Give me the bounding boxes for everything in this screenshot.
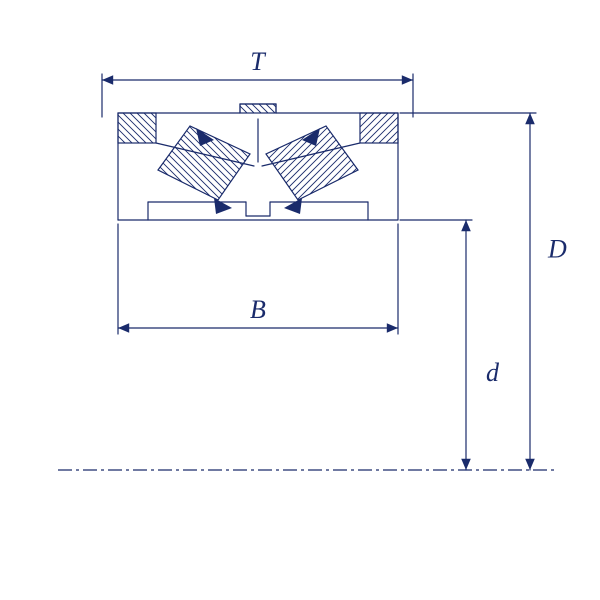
- label-d: d: [486, 358, 500, 387]
- label-B: B: [250, 295, 266, 324]
- label-T: T: [250, 47, 266, 76]
- label-D: D: [547, 234, 567, 263]
